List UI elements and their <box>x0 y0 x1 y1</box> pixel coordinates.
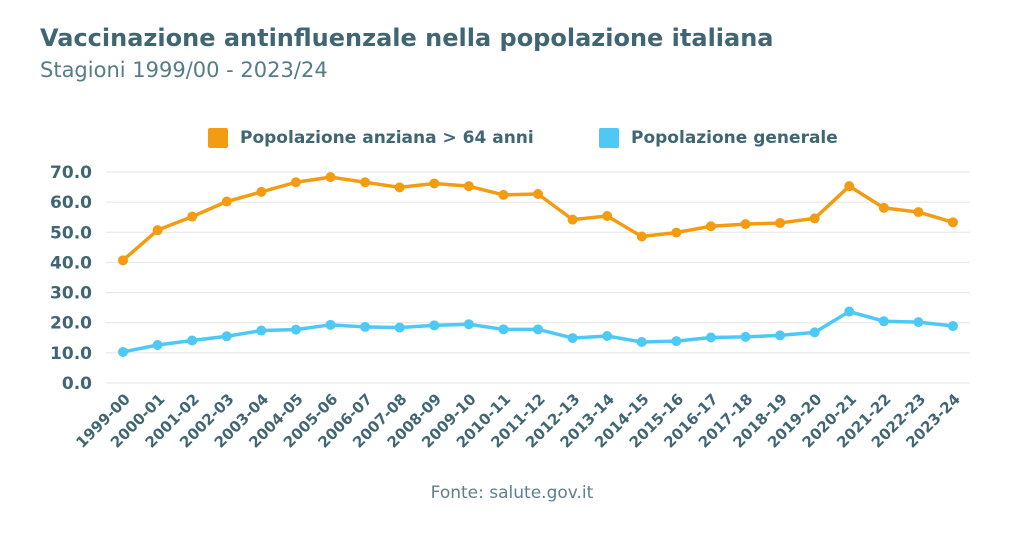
y-tick-label: 30.0 <box>50 284 92 304</box>
data-point-0 <box>844 181 855 192</box>
data-point-0 <box>152 225 163 236</box>
data-point-0 <box>567 214 578 225</box>
data-point-1 <box>809 327 820 338</box>
chart-title: Vaccinazione antinfluenzale nella popola… <box>40 24 774 52</box>
data-point-0 <box>325 172 336 183</box>
data-point-0 <box>118 255 128 266</box>
data-point-1 <box>775 330 786 341</box>
source-note: Fonte: salute.gov.it <box>430 483 594 503</box>
legend-label-elderly: Popolazione anziana > 64 anni <box>240 128 534 148</box>
legend-label-general: Popolazione generale <box>631 128 838 148</box>
data-point-1 <box>948 321 958 332</box>
data-point-1 <box>463 319 474 330</box>
data-point-0 <box>671 227 682 238</box>
data-point-0 <box>256 186 267 197</box>
data-point-0 <box>602 211 613 222</box>
data-point-0 <box>290 177 301 188</box>
data-point-1 <box>671 336 682 347</box>
legend-item-elderly: Popolazione anziana > 64 anni <box>208 128 534 148</box>
data-point-1 <box>118 346 128 357</box>
legend-swatch-general <box>599 128 619 148</box>
data-point-1 <box>705 332 716 343</box>
data-point-0 <box>878 202 889 213</box>
data-point-1 <box>394 322 405 333</box>
data-point-0 <box>187 211 198 222</box>
data-point-1 <box>567 333 578 344</box>
data-point-0 <box>221 196 232 207</box>
data-point-0 <box>705 221 716 232</box>
data-point-0 <box>429 178 440 189</box>
data-point-0 <box>775 217 786 228</box>
data-point-1 <box>152 340 163 351</box>
data-point-1 <box>878 316 889 327</box>
y-tick-label: 40.0 <box>50 253 92 273</box>
data-point-1 <box>533 324 543 335</box>
data-point-0 <box>498 189 509 200</box>
data-point-1 <box>913 317 924 328</box>
y-tick-label: 70.0 <box>50 163 92 183</box>
data-point-1 <box>636 337 647 348</box>
data-point-0 <box>809 213 820 224</box>
y-tick-label: 0.0 <box>62 374 92 394</box>
legend-item-general: Popolazione generale <box>599 128 838 148</box>
data-point-1 <box>602 330 613 341</box>
legend-swatch-elderly <box>208 128 228 148</box>
data-point-0 <box>394 182 405 193</box>
data-point-0 <box>360 177 371 188</box>
data-point-1 <box>429 320 440 331</box>
data-point-1 <box>290 324 301 335</box>
data-point-1 <box>221 331 232 342</box>
data-point-1 <box>325 319 336 330</box>
y-tick-label: 20.0 <box>50 314 92 334</box>
chart-subtitle: Stagioni 1999/00 - 2023/24 <box>40 58 328 82</box>
data-point-1 <box>360 321 371 332</box>
data-point-1 <box>256 325 267 336</box>
data-point-0 <box>463 181 474 192</box>
data-point-0 <box>533 189 543 200</box>
data-point-1 <box>187 335 198 346</box>
y-tick-label: 10.0 <box>50 344 92 364</box>
data-point-0 <box>948 217 958 228</box>
data-point-1 <box>844 306 855 317</box>
y-tick-label: 50.0 <box>50 223 92 243</box>
y-tick-label: 60.0 <box>50 193 92 213</box>
data-point-0 <box>740 219 751 230</box>
data-point-1 <box>740 331 751 342</box>
data-point-1 <box>498 324 509 335</box>
data-point-0 <box>636 231 647 242</box>
data-point-0 <box>913 207 924 218</box>
